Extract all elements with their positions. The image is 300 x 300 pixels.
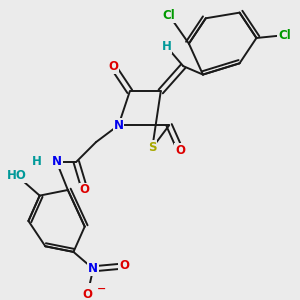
Text: Cl: Cl [163,9,175,22]
Text: O: O [80,184,90,196]
Text: O: O [108,60,118,73]
Text: H: H [161,40,171,53]
Text: S: S [148,141,157,154]
Text: N: N [88,262,98,275]
Text: Cl: Cl [278,29,291,42]
Text: N: N [113,119,124,132]
Text: O: O [176,144,185,157]
Text: HO: HO [7,169,27,182]
Text: N: N [52,155,61,168]
Text: −: − [97,284,106,293]
Text: O: O [82,288,92,300]
Text: O: O [119,260,129,272]
Text: H: H [32,155,42,168]
